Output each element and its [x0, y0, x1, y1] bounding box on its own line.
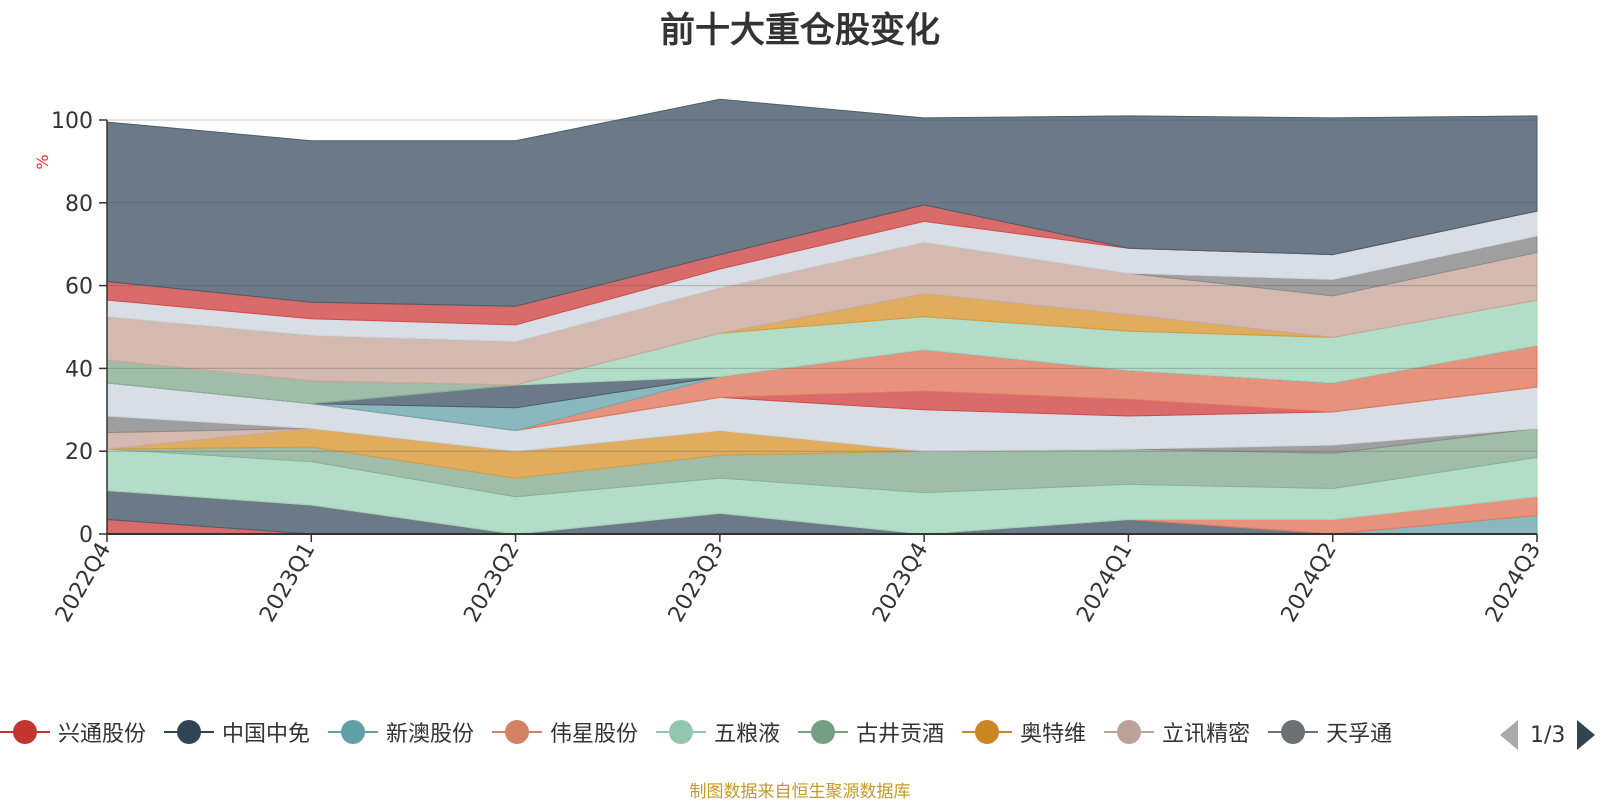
legend-item[interactable]: 中国中免: [164, 712, 310, 752]
y-tick-label: 80: [65, 192, 93, 217]
legend-prev-icon[interactable]: [1500, 720, 1518, 750]
legend-item[interactable]: 古井贡酒: [798, 712, 944, 752]
areas-layer: [106, 98, 1538, 535]
x-tick-label: 2024Q3: [1481, 539, 1546, 627]
legend-item[interactable]: 五粮液: [656, 712, 780, 752]
legend-label: 新澳股份: [386, 722, 475, 747]
legend-item[interactable]: 天孚通: [1268, 712, 1392, 752]
x-tick-label: 2024Q1: [1072, 539, 1137, 627]
legend-marker-icon: [0, 720, 50, 744]
legend-marker-icon: [656, 720, 707, 744]
x-tick-label: 2022Q4: [51, 539, 116, 627]
legend-label: 伟星股份: [550, 722, 639, 747]
chart-title: 前十大重仓股变化: [659, 11, 940, 51]
x-tick-label: 2023Q4: [868, 539, 933, 627]
legend-marker-icon: [1104, 720, 1155, 744]
y-tick-label: 0: [79, 523, 93, 548]
y-tick-label: 40: [65, 357, 93, 382]
grid-layer: [107, 119, 1537, 535]
legend-label: 立讯精密: [1162, 722, 1251, 747]
legend-item[interactable]: 兴通股份: [0, 712, 146, 752]
x-tick-label: 2023Q1: [255, 539, 320, 627]
y-tick-label: 100: [51, 109, 93, 134]
legend-item[interactable]: 奥特维: [962, 712, 1086, 752]
legend-page-indicator: 1/3: [1530, 722, 1566, 748]
legend-marker-icon: [328, 720, 379, 744]
legend-marker-icon: [164, 720, 215, 744]
legend-label: 天孚通: [1326, 722, 1393, 747]
legend-item[interactable]: 新澳股份: [328, 712, 474, 752]
chart-svg: 0 20 40 60 80 100 2022Q4 2023Q1 2023Q2 2023Q3 2023…: [33, 98, 1546, 627]
legend-label: 古井贡酒: [856, 722, 945, 747]
legend-marker-icon: [798, 720, 849, 744]
x-tick-label: 2023Q2: [459, 539, 524, 627]
legend-label: 奥特维: [1020, 722, 1087, 747]
source-note: 制图数据来自恒生聚源数据库: [689, 782, 911, 802]
legend-marker-icon: [962, 720, 1013, 744]
legend-label: 中国中免: [222, 722, 311, 747]
legend-label: 兴通股份: [58, 722, 147, 747]
legend-next-icon[interactable]: [1577, 720, 1596, 750]
legend-item[interactable]: 立讯精密: [1104, 712, 1250, 752]
y-tick-label: 60: [65, 275, 93, 300]
x-tick-label: 2024Q2: [1277, 539, 1342, 627]
legend-pager: 1/3: [1500, 718, 1600, 752]
area-series-21: [106, 98, 1538, 307]
y-axis-label: %: [33, 154, 52, 169]
legend-marker-icon: [492, 720, 543, 744]
legend-label: 五粮液: [714, 722, 781, 747]
x-tick-label: 2023Q3: [664, 539, 729, 627]
y-tick-label: 20: [65, 440, 93, 465]
legend-item[interactable]: 伟星股份: [492, 712, 638, 752]
legend: 兴通股份 中国中免 新澳股份 伟星股份 五粮液 古井贡酒 奥特维 立讯精密 天孚通: [0, 712, 1480, 752]
legend-marker-icon: [1268, 720, 1319, 744]
